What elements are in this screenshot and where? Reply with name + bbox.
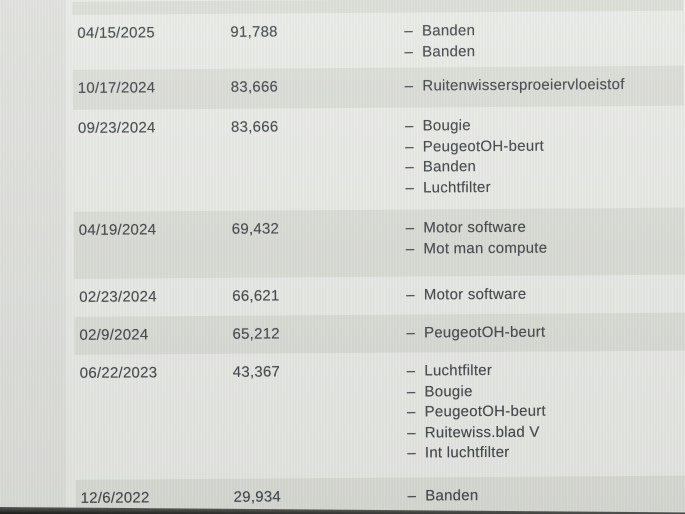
- item-bullet-icon: –: [405, 158, 414, 176]
- service-date: 04/15/2025: [77, 24, 155, 42]
- service-mileage: 65,212: [232, 325, 280, 343]
- service-items: – Motor software: [406, 284, 685, 306]
- service-item: – PeugeotOH-beurt: [407, 401, 685, 423]
- service-item-label: Ruitewiss.blad V: [424, 423, 540, 441]
- service-item-label: PeugeotOH-beurt: [424, 402, 546, 421]
- service-item: – PeugeotOH-beurt: [405, 135, 684, 157]
- service-item-label: Motor software: [423, 218, 527, 237]
- service-record-row[interactable]: 02/9/2024 65,212 – PeugeotOH-beurt: [74, 312, 685, 355]
- service-item: – Ruitewiss.blad V: [407, 421, 685, 443]
- item-bullet-icon: –: [405, 219, 415, 237]
- service-item: – Banden: [404, 20, 683, 42]
- service-item-label: Bougie: [424, 382, 473, 400]
- service-date: 02/23/2024: [79, 288, 157, 306]
- item-bullet-icon: –: [405, 178, 415, 197]
- service-item-label: Bougie: [422, 117, 471, 135]
- service-record-row[interactable]: 06/22/2023 43,367 – Luchtfilter – Bougie – Pe…: [75, 351, 685, 480]
- service-items: – Banden – Banden: [404, 20, 683, 63]
- service-item-label: PeugeotOH-beurt: [423, 323, 546, 342]
- service-item: – Bougie: [407, 380, 685, 402]
- service-mileage: 66,621: [232, 287, 280, 305]
- service-items: – Luchtfilter – Bougie – PeugeotOH-beurt – Ruit…: [407, 360, 685, 464]
- item-bullet-icon: –: [406, 286, 415, 304]
- service-items: – Bougie – PeugeotOH-beurt – Banden – Luchtfilt…: [405, 115, 685, 199]
- service-item: – PeugeotOH-beurt: [406, 322, 685, 344]
- item-bullet-icon: –: [404, 77, 414, 95]
- service-item: – Banden: [405, 156, 684, 178]
- service-item-label: Mot man compute: [423, 239, 548, 257]
- service-item-label: Banden: [422, 42, 476, 60]
- service-record-row[interactable]: 09/23/2024 83,666 – Bougie – PeugeotOH-beur…: [73, 106, 685, 212]
- service-item: – Int luchtfilter: [407, 442, 685, 464]
- service-date: 12/6/2022: [80, 489, 150, 507]
- item-bullet-icon: –: [407, 487, 417, 505]
- service-mileage: 43,367: [232, 363, 281, 381]
- service-item-label: Luchtfilter: [422, 178, 491, 196]
- service-item-label: Int luchtfilter: [424, 443, 510, 462]
- service-item: – Ruitenwissersproeiervloeistof: [405, 75, 684, 97]
- service-mileage: 69,432: [231, 220, 280, 238]
- service-item: – Luchtfilter: [405, 176, 684, 198]
- service-mileage: 83,666: [230, 118, 279, 136]
- service-date: 10/17/2024: [77, 79, 156, 97]
- service-record-row[interactable]: 04/15/2025 91,788 – Banden – Banden: [72, 11, 683, 70]
- service-item: – Luchtfilter: [407, 360, 685, 382]
- service-date: 09/23/2024: [77, 119, 156, 137]
- service-item-label: Luchtfilter: [424, 361, 493, 380]
- service-date: 04/19/2024: [78, 221, 157, 239]
- service-record-row[interactable]: 10/17/2024 83,666 – Ruitenwissersproeierv…: [72, 65, 684, 110]
- item-bullet-icon: –: [406, 382, 416, 401]
- item-bullet-icon: –: [405, 137, 414, 156]
- service-item-label: Banden: [422, 158, 477, 176]
- service-history-list: 04/15/2025 91,788 – Banden – Banden 10/17/2…: [0, 11, 685, 514]
- service-date: 02/9/2024: [79, 326, 149, 344]
- service-item-label: PeugeotOH-beurt: [422, 137, 545, 155]
- service-mileage: 29,934: [233, 488, 282, 506]
- service-items: – PeugeotOH-beurt: [406, 322, 685, 344]
- item-bullet-icon: –: [404, 43, 414, 61]
- service-record-row[interactable]: 02/23/2024 66,621 – Motor software: [74, 275, 685, 317]
- service-item-label: Banden: [425, 487, 479, 505]
- service-item-label: Banden: [421, 22, 476, 40]
- service-item-label: Ruitenwissersproeiervloeistof: [422, 76, 625, 95]
- item-bullet-icon: –: [404, 117, 414, 135]
- service-mileage: 91,788: [230, 23, 278, 41]
- item-bullet-icon: –: [406, 362, 416, 380]
- service-items: – Ruitenwissersproeiervloeistof: [405, 75, 684, 97]
- service-item: – Banden: [408, 485, 685, 507]
- service-item: – Motor software: [406, 217, 685, 239]
- item-bullet-icon: –: [405, 239, 415, 258]
- service-item: – Mot man compute: [406, 237, 685, 259]
- service-record-row[interactable]: 04/19/2024 69,432 – Motor software – Mot ma…: [73, 207, 685, 279]
- service-date: 06/22/2023: [79, 364, 158, 382]
- service-item: – Bougie: [405, 115, 684, 137]
- item-bullet-icon: –: [407, 444, 416, 462]
- item-bullet-icon: –: [406, 324, 416, 342]
- item-bullet-icon: –: [404, 22, 414, 40]
- item-bullet-icon: –: [407, 423, 416, 442]
- service-items: – Motor software – Mot man compute: [406, 217, 685, 260]
- service-items: – Banden: [408, 485, 685, 507]
- service-item-label: Motor software: [423, 285, 527, 304]
- service-mileage: 83,666: [230, 78, 279, 96]
- item-bullet-icon: –: [406, 403, 416, 421]
- service-item: – Motor software: [406, 284, 685, 306]
- service-item: – Banden: [404, 40, 683, 62]
